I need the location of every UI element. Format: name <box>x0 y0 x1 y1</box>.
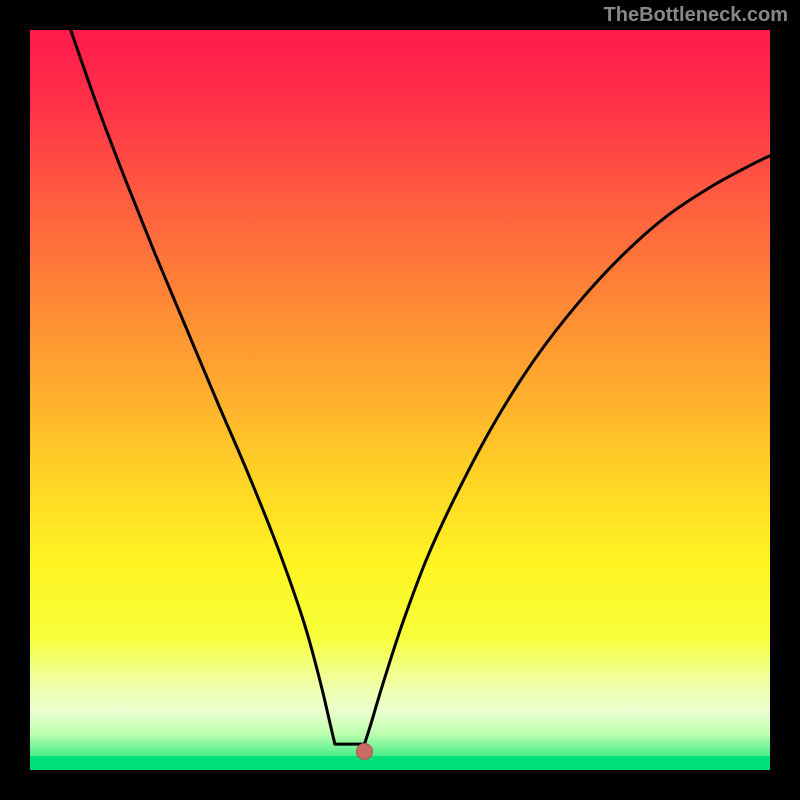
optimal-point-marker <box>356 744 372 760</box>
curve-layer <box>30 30 770 770</box>
canvas: TheBottleneck.com <box>0 0 800 800</box>
plot-area <box>30 30 770 770</box>
bottleneck-curve <box>71 30 770 744</box>
watermark: TheBottleneck.com <box>604 4 788 27</box>
